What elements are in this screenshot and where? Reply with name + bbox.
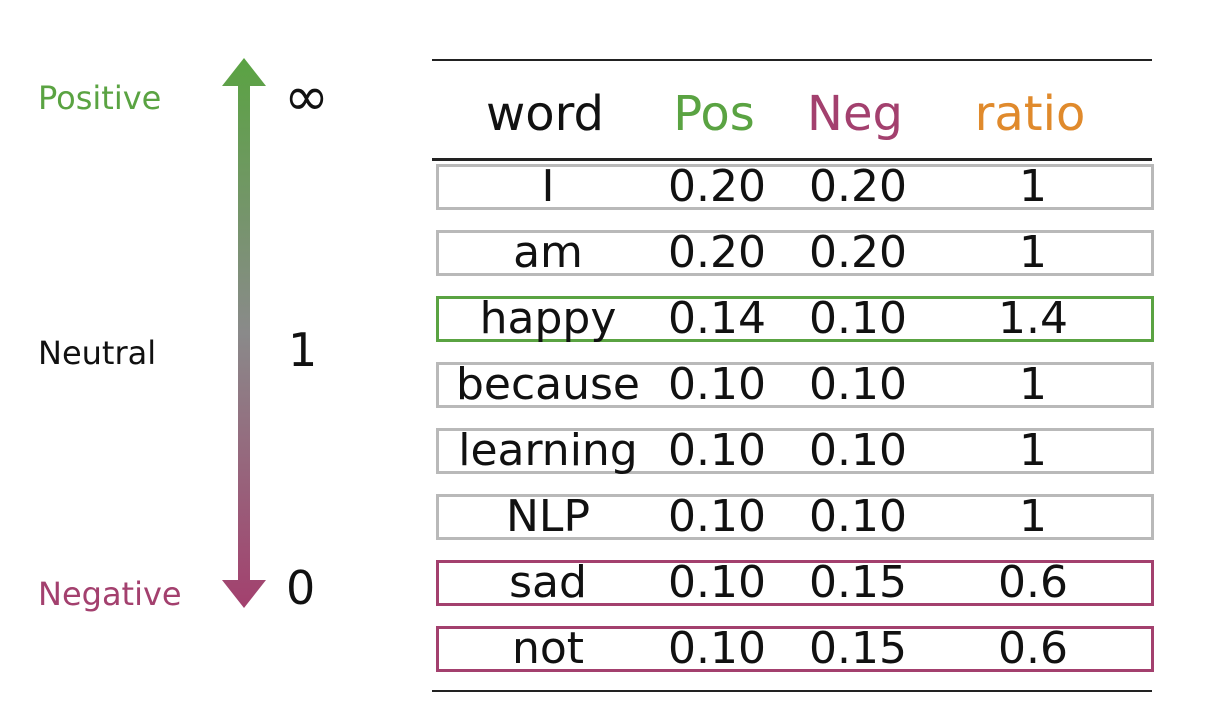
zero-value: 0 [286,561,316,615]
neg-cell: 0.20 [809,161,907,212]
negative-label: Negative [38,575,182,613]
ratio-cell: 1 [1019,359,1047,410]
neg-cell: 0.10 [809,491,907,542]
word-cell: not [511,623,585,674]
pos-cell: 0.10 [668,491,766,542]
pos-cell: 0.10 [668,425,766,476]
table-bottom-rule [432,690,1152,692]
pos-cell: 0.10 [668,623,766,674]
ratio-cell: 1 [1019,161,1047,212]
table-top-rule [432,59,1152,61]
ratio-cell: 1 [1019,425,1047,476]
word-cell: happy [479,293,617,344]
neutral-value: 1 [288,323,318,377]
ratio-cell: 0.6 [998,557,1068,608]
neg-cell: 0.10 [809,359,907,410]
table-row: because 0.10 0.10 1 [436,359,1154,410]
header-ratio: ratio [974,86,1086,142]
infinity-value: ∞ [284,65,329,128]
header-pos: Pos [673,86,755,142]
neg-cell: 0.10 [809,293,907,344]
header-word: word [486,86,604,142]
table-row: learning 0.10 0.10 1 [436,425,1154,476]
pos-cell: 0.14 [668,293,766,344]
pos-cell: 0.20 [668,161,766,212]
neg-cell: 0.20 [809,227,907,278]
table-row: happy 0.14 0.10 1.4 [436,293,1154,344]
word-cell: am [513,227,583,278]
table-row: am 0.20 0.20 1 [436,227,1154,278]
pos-cell: 0.10 [668,557,766,608]
header-neg: Neg [807,86,903,142]
word-cell: I [541,161,555,212]
positive-label: Positive [38,79,162,117]
word-cell: because [455,359,641,410]
table-header-rule [432,158,1152,161]
double-arrow-icon [222,58,266,608]
pos-cell: 0.10 [668,359,766,410]
pos-cell: 0.20 [668,227,766,278]
table-row: I 0.20 0.20 1 [436,161,1154,212]
ratio-cell: 1 [1019,227,1047,278]
word-cell: NLP [506,491,590,542]
table-row: NLP 0.10 0.10 1 [436,491,1154,542]
neg-cell: 0.15 [809,557,907,608]
ratio-cell: 1.4 [998,293,1068,344]
ratio-cell: 1 [1019,491,1047,542]
table-row: sad 0.10 0.15 0.6 [436,557,1154,608]
neutral-label: Neutral [38,334,157,372]
neg-cell: 0.10 [809,425,907,476]
ratio-cell: 0.6 [998,623,1068,674]
table-row: not 0.10 0.15 0.6 [436,623,1154,674]
neg-cell: 0.15 [809,623,907,674]
word-cell: sad [509,557,587,608]
word-cell: learning [458,425,638,476]
